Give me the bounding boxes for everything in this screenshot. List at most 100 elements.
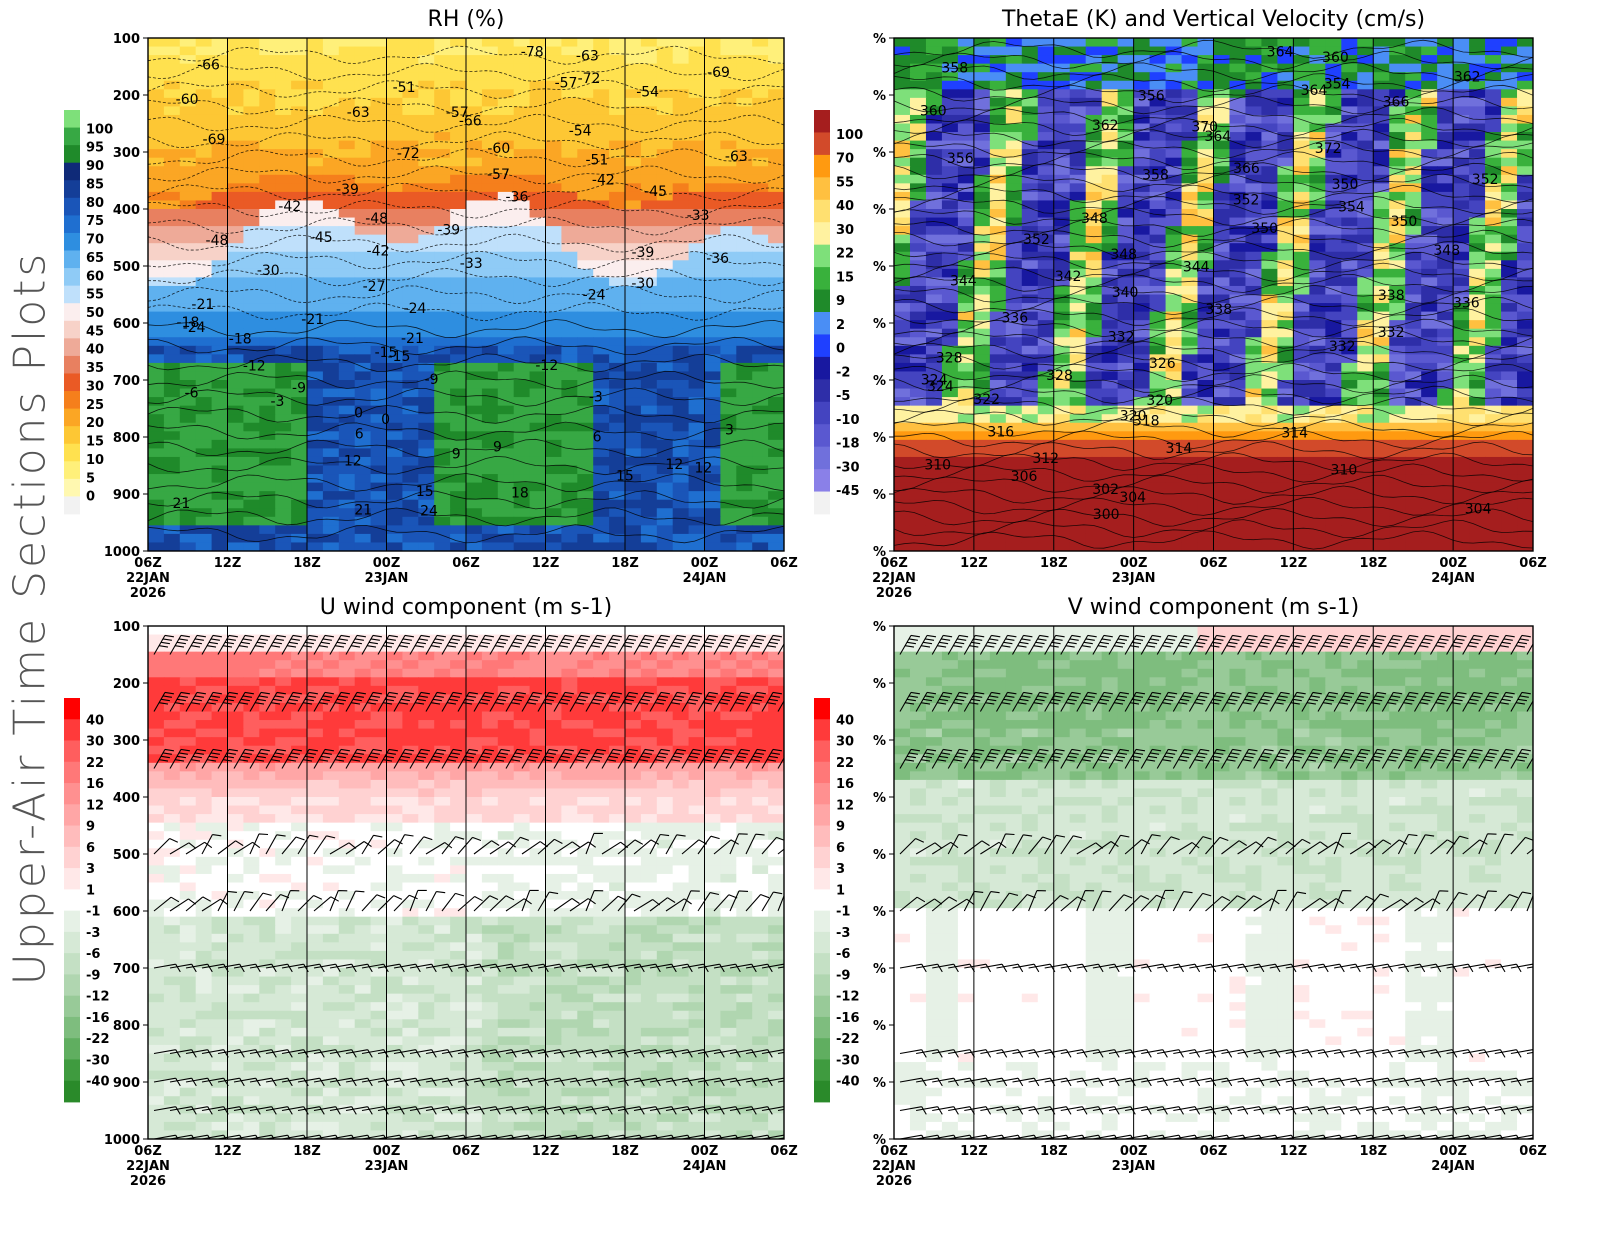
field-cell	[1389, 226, 1406, 236]
field-cell	[736, 491, 753, 501]
field-cell	[466, 260, 483, 270]
field-cell	[1165, 251, 1183, 261]
field-cell	[1453, 405, 1470, 415]
field-cell	[1069, 508, 1087, 518]
field-cell	[925, 183, 943, 193]
field-cell	[688, 542, 706, 551]
field-cell	[909, 414, 927, 424]
field-cell	[609, 508, 626, 518]
field-cell	[227, 166, 244, 176]
field-cell	[1133, 123, 1151, 133]
field-cell	[957, 209, 975, 219]
field-cell	[354, 371, 372, 381]
field-cell	[275, 174, 292, 184]
field-cell	[1309, 482, 1326, 492]
field-cell	[1469, 226, 1486, 236]
field-cell	[1053, 123, 1071, 133]
field-cell	[704, 260, 721, 270]
field-cell	[259, 525, 276, 535]
field-cell	[1341, 337, 1358, 347]
field-cell	[163, 38, 181, 48]
field-cell	[275, 55, 292, 65]
field-cell	[211, 80, 229, 90]
field-cell	[1389, 345, 1406, 355]
field-cell	[259, 174, 276, 184]
field-cell	[625, 354, 642, 364]
field-cell	[973, 149, 991, 159]
field-cell	[656, 439, 674, 449]
field-cell	[1389, 166, 1406, 176]
field-cell	[1325, 72, 1342, 82]
field-cell	[481, 328, 499, 338]
field-cell	[973, 166, 991, 176]
field-cell	[925, 226, 943, 236]
field-cell	[1357, 439, 1374, 449]
field-cell	[163, 132, 181, 142]
field-cell	[1325, 311, 1342, 321]
field-cell	[434, 362, 451, 373]
field-cell	[1485, 183, 1502, 193]
field-cell	[259, 380, 276, 390]
field-cell	[1293, 166, 1310, 176]
field-cell	[370, 89, 388, 99]
field-cell	[163, 448, 181, 458]
field-cell	[1149, 200, 1167, 210]
field-cell	[338, 542, 356, 551]
field-cell	[577, 542, 594, 551]
field-cell	[529, 123, 547, 133]
field-cell	[259, 226, 276, 236]
field-cell	[1469, 311, 1486, 321]
field-cell	[1085, 38, 1103, 48]
field-cell	[609, 277, 626, 287]
field-cell	[1165, 320, 1183, 330]
field-cell	[1149, 508, 1167, 518]
field-cell	[1245, 268, 1263, 278]
field-cell	[925, 362, 943, 373]
field-cell	[672, 337, 690, 347]
field-cell	[354, 439, 372, 449]
field-cell	[163, 491, 181, 501]
field-cell	[450, 328, 467, 338]
field-cell	[957, 38, 975, 48]
field-cell	[720, 397, 737, 407]
field-cell	[672, 345, 690, 355]
field-cell	[625, 422, 642, 432]
field-cell	[179, 149, 197, 159]
field-cell	[243, 397, 260, 407]
field-cell	[941, 508, 959, 518]
field-cell	[179, 260, 197, 270]
field-cell	[1501, 465, 1518, 475]
field-cell	[1325, 277, 1342, 287]
field-cell	[1245, 226, 1263, 236]
field-cell	[593, 38, 610, 48]
field-cell	[720, 251, 737, 261]
field-cell	[1021, 260, 1039, 270]
field-cell	[720, 132, 737, 142]
field-cell	[1517, 226, 1533, 236]
field-cell	[354, 243, 372, 253]
contour-label: -54	[569, 124, 592, 140]
field-cell	[1485, 380, 1502, 390]
field-cell	[1309, 63, 1326, 73]
field-cell	[1469, 46, 1486, 56]
field-cell	[1181, 277, 1199, 287]
field-cell	[497, 63, 515, 73]
field-cell	[1133, 140, 1151, 150]
field-cell	[1501, 63, 1518, 73]
colorbar-swatch	[64, 268, 80, 287]
field-cell	[338, 482, 356, 492]
field-cell	[1165, 508, 1183, 518]
field-cell	[1373, 499, 1390, 509]
field-cell	[148, 345, 165, 355]
field-cell	[1101, 80, 1119, 90]
field-cell	[656, 320, 674, 330]
field-cell	[656, 234, 674, 244]
field-cell	[291, 345, 308, 355]
field-cell	[211, 414, 229, 424]
field-cell	[1341, 345, 1358, 355]
field-cell	[227, 89, 244, 99]
field-cell	[577, 422, 594, 432]
field-cell	[402, 542, 419, 551]
field-cell	[418, 140, 435, 150]
field-cell	[640, 251, 658, 261]
